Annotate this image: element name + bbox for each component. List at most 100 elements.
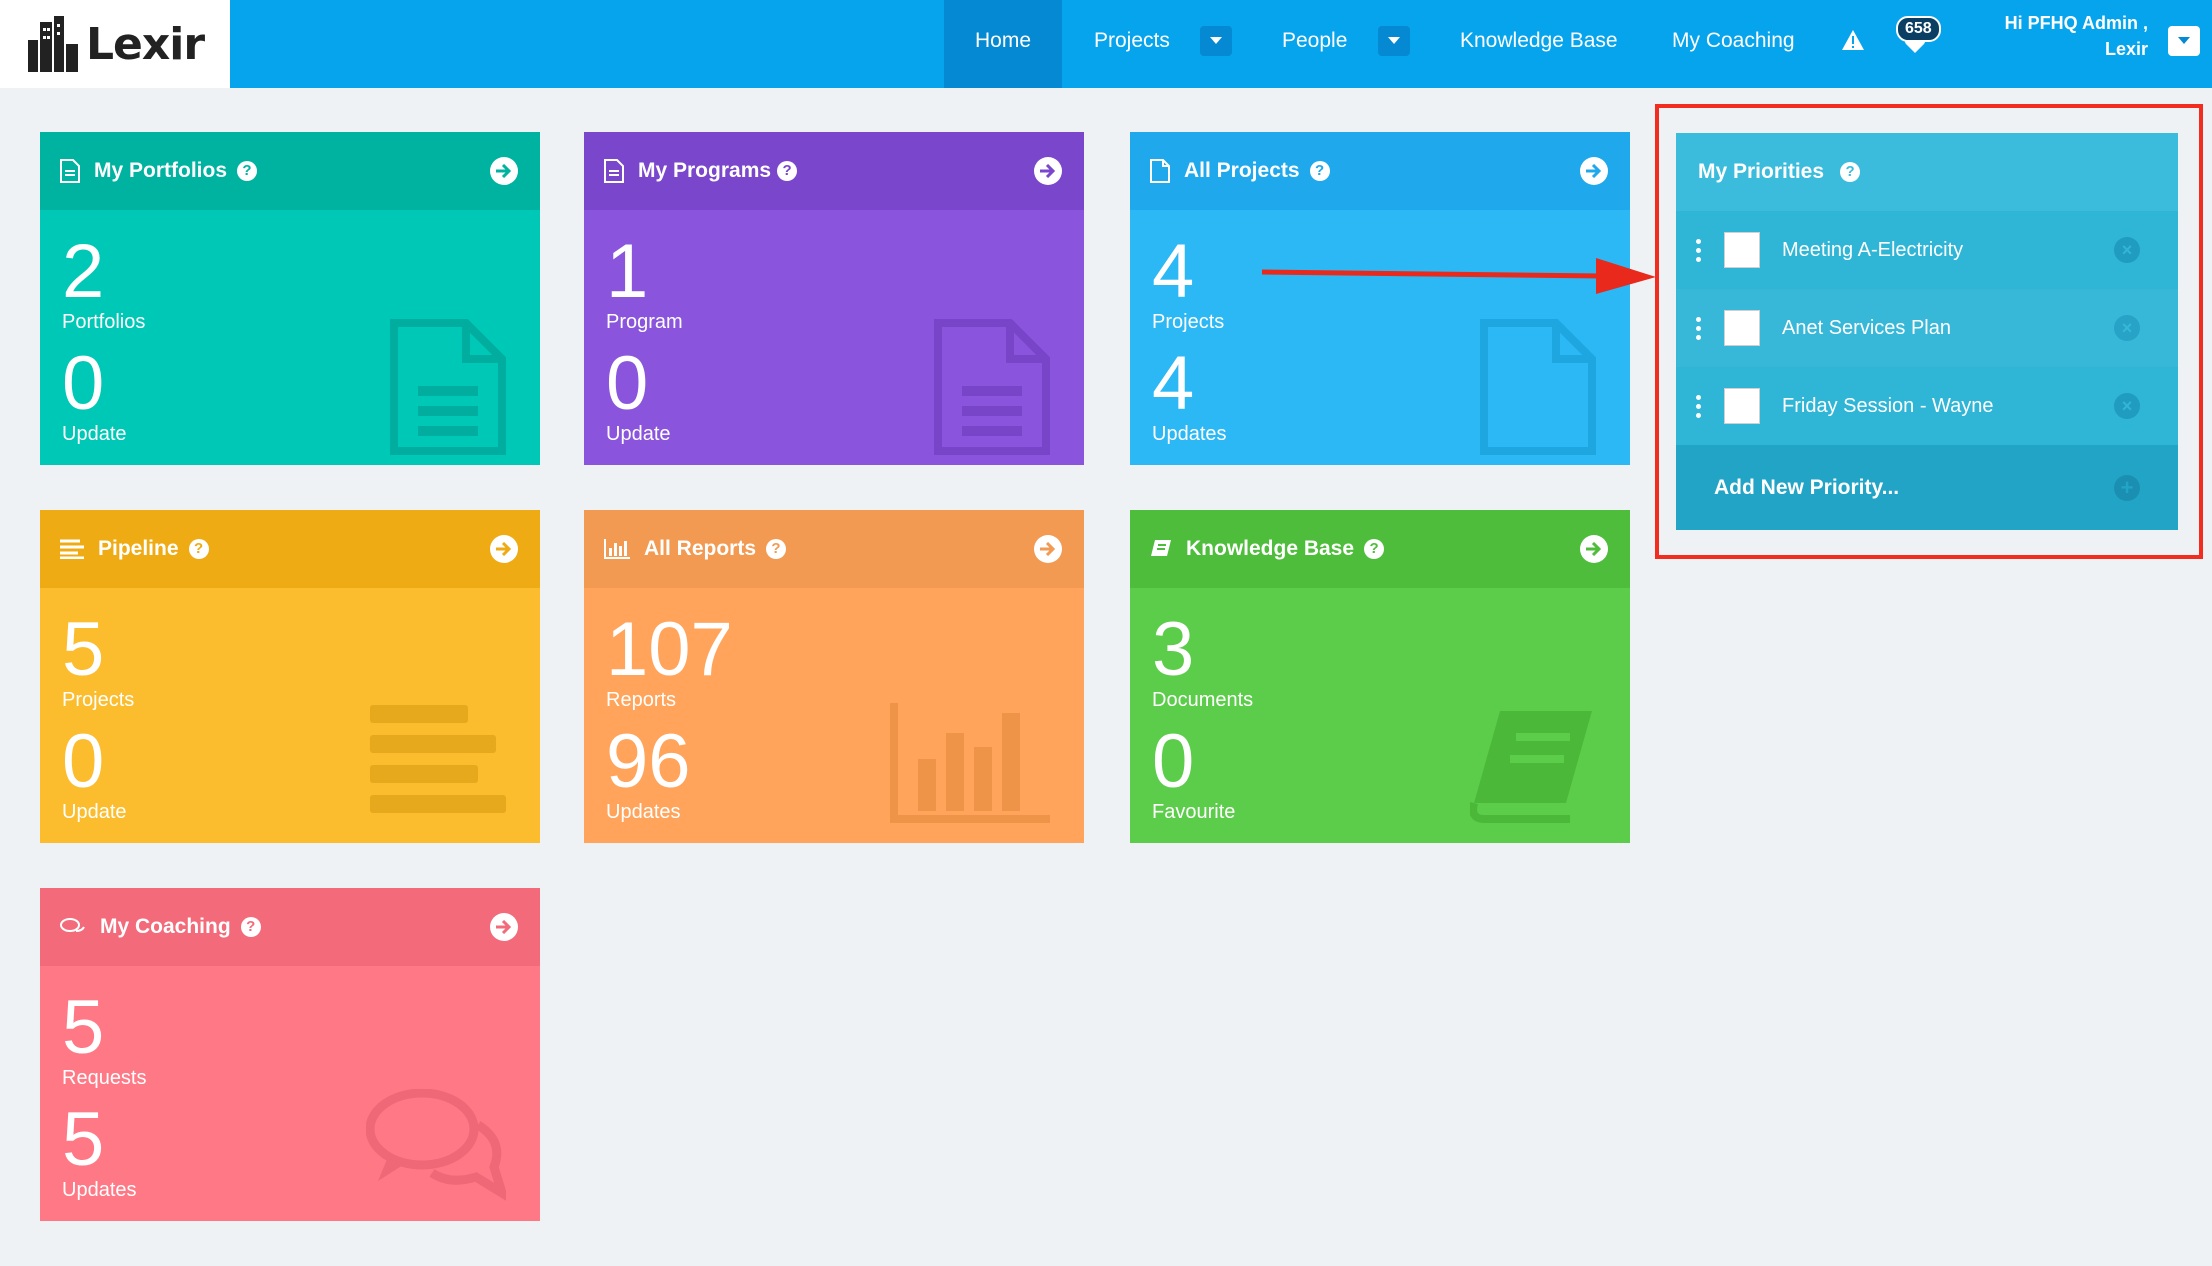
greeting-company: Lexir [2104, 39, 2148, 59]
document-background-icon [390, 319, 506, 455]
arrow-right-icon[interactable] [1034, 157, 1062, 185]
add-priority-button[interactable]: Add New Priority... + [1676, 445, 2178, 530]
logo-text: Lexir [86, 18, 205, 70]
top-navbar: Lexir Home Projects People Knowledge Bas… [0, 0, 2212, 88]
document-background-icon [934, 319, 1050, 455]
remove-icon[interactable]: × [2114, 237, 2140, 263]
my-priorities-panel: My Priorities ? Meeting A-Electricity × … [1676, 133, 2178, 530]
help-icon[interactable]: ? [777, 161, 798, 181]
remove-icon[interactable]: × [2114, 315, 2140, 341]
stat-label: Reports [606, 689, 677, 711]
priorities-title: My Priorities [1698, 160, 1825, 183]
help-icon[interactable]: ? [1309, 161, 1330, 181]
priority-item[interactable]: Meeting A-Electricity × [1676, 211, 2178, 289]
tile-header: Pipeline ? [40, 510, 540, 588]
projects-dropdown-button[interactable] [1200, 26, 1232, 56]
priorities-header: My Priorities ? [1676, 133, 2178, 211]
list-icon [60, 539, 84, 559]
stat-label: Program [606, 311, 683, 333]
drag-handle-icon[interactable] [1696, 316, 1702, 340]
stat-value: 2 [62, 229, 105, 314]
stat-label: Portfolios [62, 311, 146, 333]
stat-label: Update [62, 423, 127, 445]
priority-checkbox[interactable] [1724, 232, 1760, 268]
tile-body: 107 Reports 96 Updates [584, 588, 1084, 843]
user-dropdown-button[interactable] [2168, 26, 2200, 56]
tile-my-programs[interactable]: My Programs ? 1 Program 0 Update [584, 132, 1084, 465]
chat-bubbles-icon [60, 918, 85, 932]
caret-down-icon [2178, 37, 2190, 44]
alert-button[interactable] [1842, 30, 1864, 55]
tile-pipeline[interactable]: Pipeline ? 5 Projects 0 Update [40, 510, 540, 843]
remove-icon[interactable]: × [2114, 393, 2140, 419]
priority-checkbox[interactable] [1724, 388, 1760, 424]
priority-label: Anet Services Plan [1782, 316, 1951, 339]
tile-body: 1 Program 0 Update [584, 210, 1084, 465]
priority-checkbox[interactable] [1724, 310, 1760, 346]
help-icon[interactable]: ? [1364, 539, 1385, 559]
help-icon[interactable]: ? [240, 917, 261, 937]
stat-label: Update [62, 801, 127, 823]
tile-title: Pipeline [98, 537, 179, 560]
priority-item[interactable]: Anet Services Plan × [1676, 289, 2178, 367]
stat-label: Projects [62, 689, 135, 711]
arrow-right-icon[interactable] [1034, 535, 1062, 563]
tile-body: 2 Portfolios 0 Update [40, 210, 540, 465]
user-greeting[interactable]: Hi PFHQ Admin , Lexir [2005, 10, 2148, 62]
list-background-icon [370, 705, 506, 813]
nav-my-coaching[interactable]: My Coaching [1672, 29, 1795, 52]
file-icon [1150, 159, 1170, 183]
document-icon [60, 159, 80, 183]
tile-all-projects[interactable]: All Projects ? 4 Projects 4 Updates [1130, 132, 1630, 465]
stat-value: 0 [62, 341, 105, 426]
stat-value: 0 [62, 719, 105, 804]
priorities-highlight-frame [1655, 104, 2203, 559]
stat-value: 4 [1152, 341, 1195, 426]
nav-knowledge-base[interactable]: Knowledge Base [1460, 29, 1618, 52]
tile-title: My Coaching [100, 915, 231, 938]
help-icon[interactable]: ? [188, 539, 209, 559]
stat-value: 5 [62, 1097, 105, 1182]
help-icon[interactable]: ? [1840, 162, 1861, 182]
nav-projects[interactable]: Projects [1094, 29, 1170, 52]
stat-value: 0 [606, 341, 649, 426]
tile-my-coaching[interactable]: My Coaching ? 5 Requests 5 Updates [40, 888, 540, 1221]
stat-label: Requests [62, 1067, 147, 1089]
plus-icon[interactable]: + [2114, 474, 2140, 501]
nav-people[interactable]: People [1282, 29, 1348, 52]
book-icon [1151, 540, 1171, 556]
tile-all-reports[interactable]: All Reports ? 107 Reports 96 Updates [584, 510, 1084, 843]
stat-label: Favourite [1152, 801, 1236, 823]
arrow-right-icon[interactable] [490, 535, 518, 563]
help-icon[interactable]: ? [237, 161, 258, 181]
drag-handle-icon[interactable] [1696, 238, 1702, 262]
stat-value: 1 [606, 229, 649, 314]
nav-home[interactable]: Home [944, 0, 1062, 88]
add-priority-label: Add New Priority... [1714, 475, 1900, 499]
file-background-icon [1480, 319, 1596, 455]
stat-value: 96 [606, 719, 691, 804]
tile-title: All Projects [1184, 159, 1300, 182]
stat-label: Projects [1152, 311, 1225, 333]
stat-label: Updates [1152, 423, 1227, 445]
tile-header: Knowledge Base ? [1130, 510, 1630, 588]
stat-label: Updates [606, 801, 681, 823]
logo[interactable]: Lexir [0, 0, 230, 88]
arrow-right-icon[interactable] [1580, 157, 1608, 185]
priority-item[interactable]: Friday Session - Wayne × [1676, 367, 2178, 445]
help-icon[interactable]: ? [766, 539, 787, 559]
stat-value: 3 [1152, 607, 1195, 692]
tile-my-portfolios[interactable]: My Portfolios ? 2 Portfolios 0 Update [40, 132, 540, 465]
tile-body: 4 Projects 4 Updates [1130, 210, 1630, 465]
stat-value: 0 [1152, 719, 1195, 804]
stat-label: Update [606, 423, 671, 445]
tile-title: My Portfolios [94, 159, 228, 182]
arrow-right-icon[interactable] [1580, 535, 1608, 563]
tile-header: All Projects ? [1130, 132, 1630, 210]
arrow-right-icon[interactable] [490, 913, 518, 941]
people-dropdown-button[interactable] [1378, 26, 1410, 56]
tile-knowledge-base[interactable]: Knowledge Base ? 3 Documents 0 Favourite [1130, 510, 1630, 843]
warning-icon [1842, 30, 1864, 50]
drag-handle-icon[interactable] [1696, 394, 1702, 418]
arrow-right-icon[interactable] [490, 157, 518, 185]
